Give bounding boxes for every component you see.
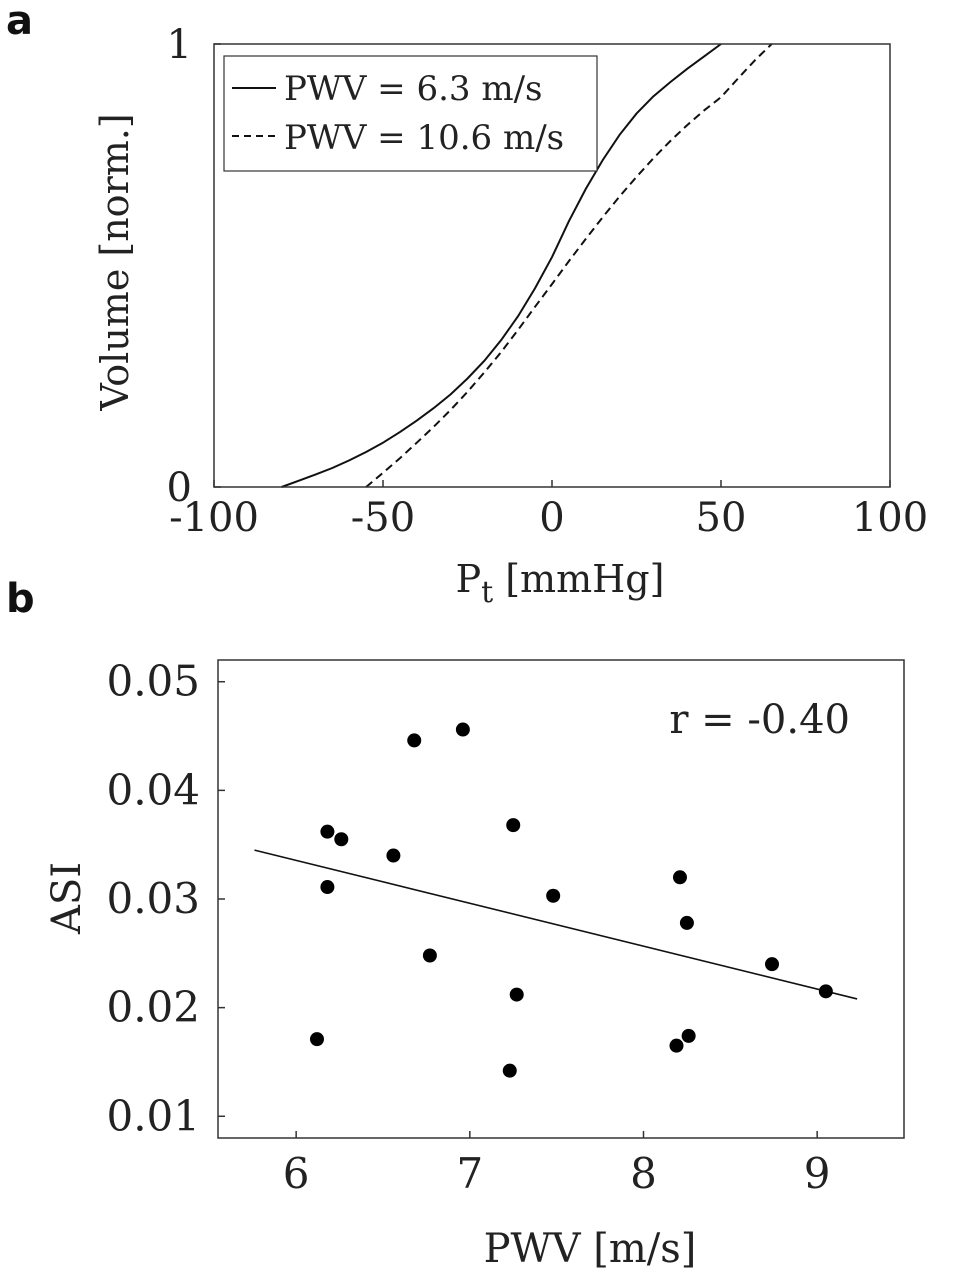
x-tick-label: -100 — [169, 495, 259, 541]
x-axis-label-symbol: P — [456, 557, 482, 601]
data-point — [407, 733, 422, 748]
x-axis: -100 -50 0 50 100 — [169, 480, 928, 541]
y-tick-label: 1 — [167, 22, 192, 68]
data-point — [509, 987, 524, 1002]
data-point — [679, 915, 694, 930]
y-axis-label: Volume [norm.] — [93, 113, 137, 411]
data-point — [506, 818, 521, 833]
y-axis: 0.01 0.02 0.03 0.04 0.05 — [106, 657, 225, 1140]
volume-pressure-chart: -100 -50 0 50 100 01 PWV = 6.3 m/s PWV = 10.… — [93, 22, 928, 610]
data-point — [681, 1028, 696, 1043]
correlation-annotation: r = -0.40 — [669, 697, 850, 743]
x-axis-label-unit: [mmHg] — [505, 557, 664, 601]
y-tick-label: 0.03 — [106, 874, 200, 923]
data-point — [386, 848, 401, 863]
x-tick-label: 100 — [852, 495, 928, 541]
series-line-2 — [365, 43, 773, 488]
legend-box — [223, 55, 598, 172]
x-tick-label: 9 — [804, 1149, 831, 1198]
y-axis-label: ASI — [44, 862, 90, 935]
panel-label-a: a — [6, 0, 33, 44]
data-point — [818, 984, 833, 999]
legend-entry-1: PWV = 6.3 m/s — [284, 69, 543, 109]
data-point — [422, 948, 437, 963]
data-point — [320, 880, 335, 895]
data-point — [765, 957, 780, 972]
series-group — [281, 43, 773, 488]
data-point — [546, 888, 561, 903]
x-axis: 6 7 8 9 — [283, 1131, 831, 1198]
data-point — [320, 824, 335, 839]
points-group — [309, 722, 833, 1078]
y-tick-label: 0.02 — [106, 983, 200, 1032]
x-axis-label: PWV [m/s] — [484, 1226, 697, 1272]
data-point — [309, 1032, 324, 1047]
fit-line-group — [254, 849, 858, 1000]
x-tick-label: 8 — [630, 1149, 657, 1198]
series-line-1 — [281, 43, 722, 488]
legend-entry-2: PWV = 10.6 m/s — [284, 118, 564, 158]
y-tick-label: 0.01 — [106, 1091, 200, 1140]
x-tick-label: 7 — [456, 1149, 483, 1198]
regression-line — [254, 849, 858, 1000]
y-axis: 01 — [167, 22, 221, 511]
legend: PWV = 6.3 m/s PWV = 10.6 m/s — [223, 55, 598, 172]
data-point — [455, 722, 470, 737]
data-point — [502, 1063, 517, 1078]
panel-label-b: b — [6, 576, 35, 622]
y-tick-label: 0 — [167, 465, 192, 511]
x-axis-label-subscript: t — [481, 575, 493, 610]
y-tick-label: 0.05 — [106, 657, 200, 706]
x-tick-label: 50 — [696, 495, 747, 541]
data-point — [669, 1038, 684, 1053]
x-axis-label: Pt [mmHg] — [456, 557, 665, 610]
data-point — [334, 832, 349, 847]
asi-pwv-scatter-chart: 6 7 8 9 0.01 0.02 0.03 0.04 0.05 r = -0.40 PWV … — [44, 657, 905, 1272]
x-tick-label: 6 — [283, 1149, 310, 1198]
x-tick-label: 0 — [539, 495, 564, 541]
y-tick-label: 0.04 — [106, 765, 200, 814]
x-tick-label: -50 — [351, 495, 415, 541]
data-point — [672, 870, 687, 885]
